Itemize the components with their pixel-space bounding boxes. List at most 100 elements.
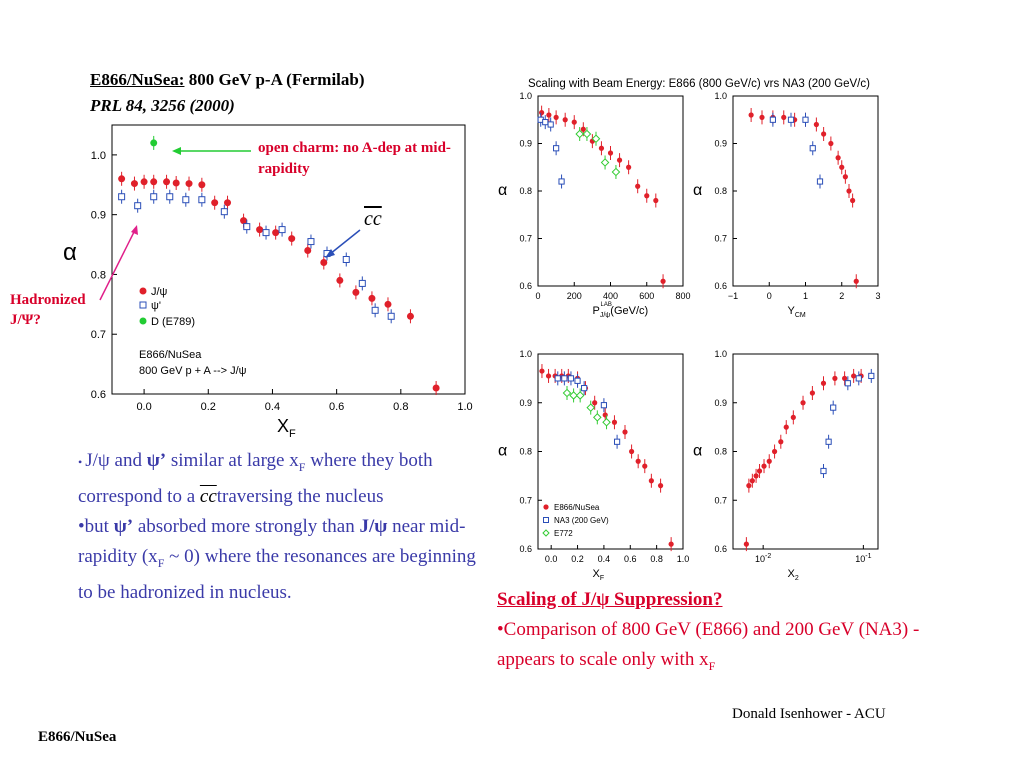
svg-xf-point (600, 402, 608, 409)
chart-plab: 0.60.70.80.91.00 200 400 600 800αPJ/ψ(GeV/c)… (498, 91, 691, 318)
svg-x2-point (851, 373, 857, 379)
svg-x2-xtick-label: 10-2 (755, 553, 771, 564)
svg-plab-point (580, 126, 586, 132)
main-ytick-label: 0.9 (91, 210, 106, 222)
svg-x2-point (825, 438, 832, 445)
svg-ycm-point (821, 131, 827, 137)
svg-plab-ylabel: α (498, 182, 507, 199)
svg-ycm-ytick-label: 0.7 (714, 234, 727, 244)
svg-xf-point (592, 400, 598, 406)
hadronized-line-1: Hadronized (10, 292, 86, 308)
svg-xf-point (586, 403, 596, 412)
svg-plab-point (547, 121, 554, 128)
svg-ycm-frame (732, 95, 879, 287)
main-point (198, 181, 206, 189)
svg-xf-xtick-label: 1.0 (677, 554, 690, 564)
svg-x2-point (820, 467, 827, 475)
main-point (256, 226, 264, 234)
citation: PRL 84, 3256 (2000) (90, 96, 235, 115)
svg-xf-ytick-label: 1.0 (519, 349, 532, 359)
svg-x2-ylabel: α (693, 443, 702, 460)
svg-xf-legend-marker (543, 517, 549, 523)
svg-xf-point (574, 377, 581, 384)
svg-ycm-ylabel: α (693, 182, 702, 199)
main-point (371, 306, 379, 314)
svg-plab-point (542, 119, 549, 126)
main-point (220, 208, 228, 216)
svg-xf-point (581, 385, 588, 392)
main-ytick-label: 0.8 (91, 269, 106, 281)
svg-xf-xtick-label: 0.4 (598, 554, 611, 564)
main-xlabel: XF (277, 416, 296, 440)
svg-xf-point (602, 417, 611, 427)
legend-psip-marker (139, 301, 147, 309)
svg-ycm-point (802, 116, 809, 123)
main-point (384, 300, 392, 308)
main-point (342, 256, 350, 263)
svg-plab-ytick-label: 0.8 (519, 186, 532, 196)
svg-xf-legend-label: E866/NuSea (554, 503, 600, 512)
panel-title: Scaling with Beam Energy: E866 (800 GeV/… (528, 78, 870, 90)
svg-ycm-ytick-label: 0.8 (714, 186, 727, 196)
main-point (118, 175, 126, 183)
svg-x2-point (830, 404, 837, 411)
svg-xf-point (642, 463, 648, 469)
svg-plab-point (660, 278, 666, 284)
cc-label: cc (364, 208, 382, 230)
svg-xf-frame (537, 353, 684, 550)
legend-psip: ψ' (151, 300, 161, 312)
svg-ycm-point (835, 155, 841, 161)
svg-x2-point (749, 478, 755, 484)
svg-plab-xtick-label: 800 (675, 291, 690, 301)
svg-x2-point (832, 375, 838, 381)
main-point (140, 178, 148, 186)
main-plot-frame (111, 124, 466, 395)
svg-ycm-point (781, 114, 787, 120)
bullet-1: • J/ψ and ψ’ similar at large xF where t… (78, 450, 433, 507)
svg-xf-point (602, 412, 608, 418)
svg-ycm-ytick-label: 0.6 (714, 281, 727, 291)
svg-xf-xtick-label: 0.6 (624, 554, 637, 564)
main-point (166, 193, 174, 201)
right-line: •Comparison of 800 GeV (E866) and 200 Ge… (497, 619, 920, 673)
svg-plab-point (553, 145, 560, 152)
open-charm-arrowhead (172, 147, 181, 155)
main-point (172, 179, 180, 187)
svg-ycm-xtick-label: 3 (875, 291, 880, 301)
svg-x2-point (844, 380, 851, 387)
svg-plab-xtick-label: 600 (639, 291, 654, 301)
svg-plab-point (546, 112, 552, 118)
svg-x2-ytick-label: 0.9 (714, 398, 727, 408)
svg-ycm-xlabel: YCM (788, 305, 806, 318)
cc-arrowhead (325, 249, 335, 258)
main-point (150, 193, 158, 201)
svg-x2-point (783, 424, 789, 430)
svg-xf-point (622, 429, 628, 435)
left-bullets: • J/ψ and ψ’ similar at large xF where t… (78, 446, 478, 608)
svg-plab-point (644, 193, 650, 199)
svg-xf-point (561, 375, 568, 382)
svg-xf-xtick-label: 0.2 (571, 554, 584, 564)
main-point (432, 384, 440, 392)
svg-x2-ytick-label: 0.7 (714, 495, 727, 505)
svg-plab-point (575, 129, 584, 139)
svg-xf-point (575, 391, 585, 400)
svg-x2-point (771, 448, 778, 455)
right-section: Scaling of J/ψ Suppression? •Comparison … (497, 585, 937, 681)
legend-jpsi-marker (139, 287, 147, 295)
svg-xf-ylabel: α (498, 443, 507, 460)
legend-note-1: E866/NuSea (139, 349, 202, 361)
svg-x2-point (842, 375, 848, 381)
svg-x2-frame (732, 353, 879, 550)
main-point (262, 229, 270, 237)
hadronized-arrow (99, 229, 136, 301)
title-rest: 800 GeV p-A (Fermilab) (184, 70, 365, 89)
svg-x2-ytick-label: 1.0 (714, 349, 727, 359)
svg-x2-point (855, 375, 862, 382)
svg-xf-point (635, 458, 641, 464)
svg-x2-point (868, 372, 875, 380)
svg-plab-point (558, 178, 565, 185)
svg-xf-point (554, 375, 561, 382)
svg-plab-ytick-label: 0.6 (519, 281, 532, 291)
slide-title: E866/NuSea: 800 GeV p-A (Fermilab) (90, 70, 365, 90)
